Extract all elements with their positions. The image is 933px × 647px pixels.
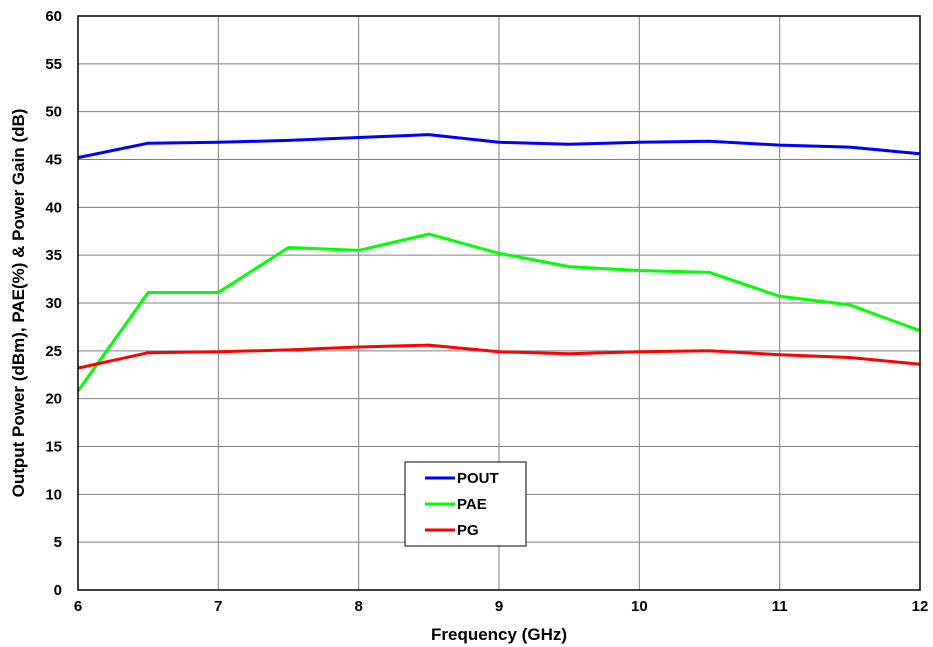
x-axis-title: Frequency (GHz) [431,625,567,644]
series-line-pout [77,133,921,160]
legend: POUT PAE PG [404,461,527,547]
y-tick-label: 20 [45,391,62,408]
plot-area-frame [77,15,921,591]
y-tick-label: 55 [45,56,62,73]
y-tick-labels: 0 5 10 15 20 25 30 35 40 45 50 55 60 [45,8,62,599]
series-lines [76,133,921,392]
legend-label-pae: PAE [457,496,487,513]
series-line-pg [77,343,921,370]
y-tick-label: 25 [45,343,62,360]
y-tick-label: 10 [45,486,62,503]
x-tick-label: 7 [214,598,222,615]
y-tick-label: 35 [45,247,62,264]
x-tick-label: 6 [74,598,82,615]
x-tick-label: 12 [912,598,929,615]
y-tick-label: 15 [45,439,62,456]
y-tick-label: 30 [45,295,62,312]
x-tick-label: 9 [495,598,503,615]
y-tick-label: 60 [45,8,62,25]
x-tick-label: 10 [631,598,648,615]
legend-label-pg: PG [457,522,479,539]
y-tick-label: 50 [45,104,62,121]
y-tick-label: 45 [45,152,62,169]
series-line-pae [76,232,921,392]
legend-label-pout: POUT [457,470,499,487]
y-tick-label: 0 [54,582,62,599]
x-tick-labels: 6 7 8 9 10 11 12 [74,598,929,615]
x-tick-label: 8 [354,598,362,615]
y-axis-title: Output Power (dBm), PAE(%) & Power Gain … [9,109,28,498]
x-tick-label: 11 [772,598,788,615]
y-tick-label: 40 [45,199,62,216]
y-tick-label: 5 [54,534,62,551]
